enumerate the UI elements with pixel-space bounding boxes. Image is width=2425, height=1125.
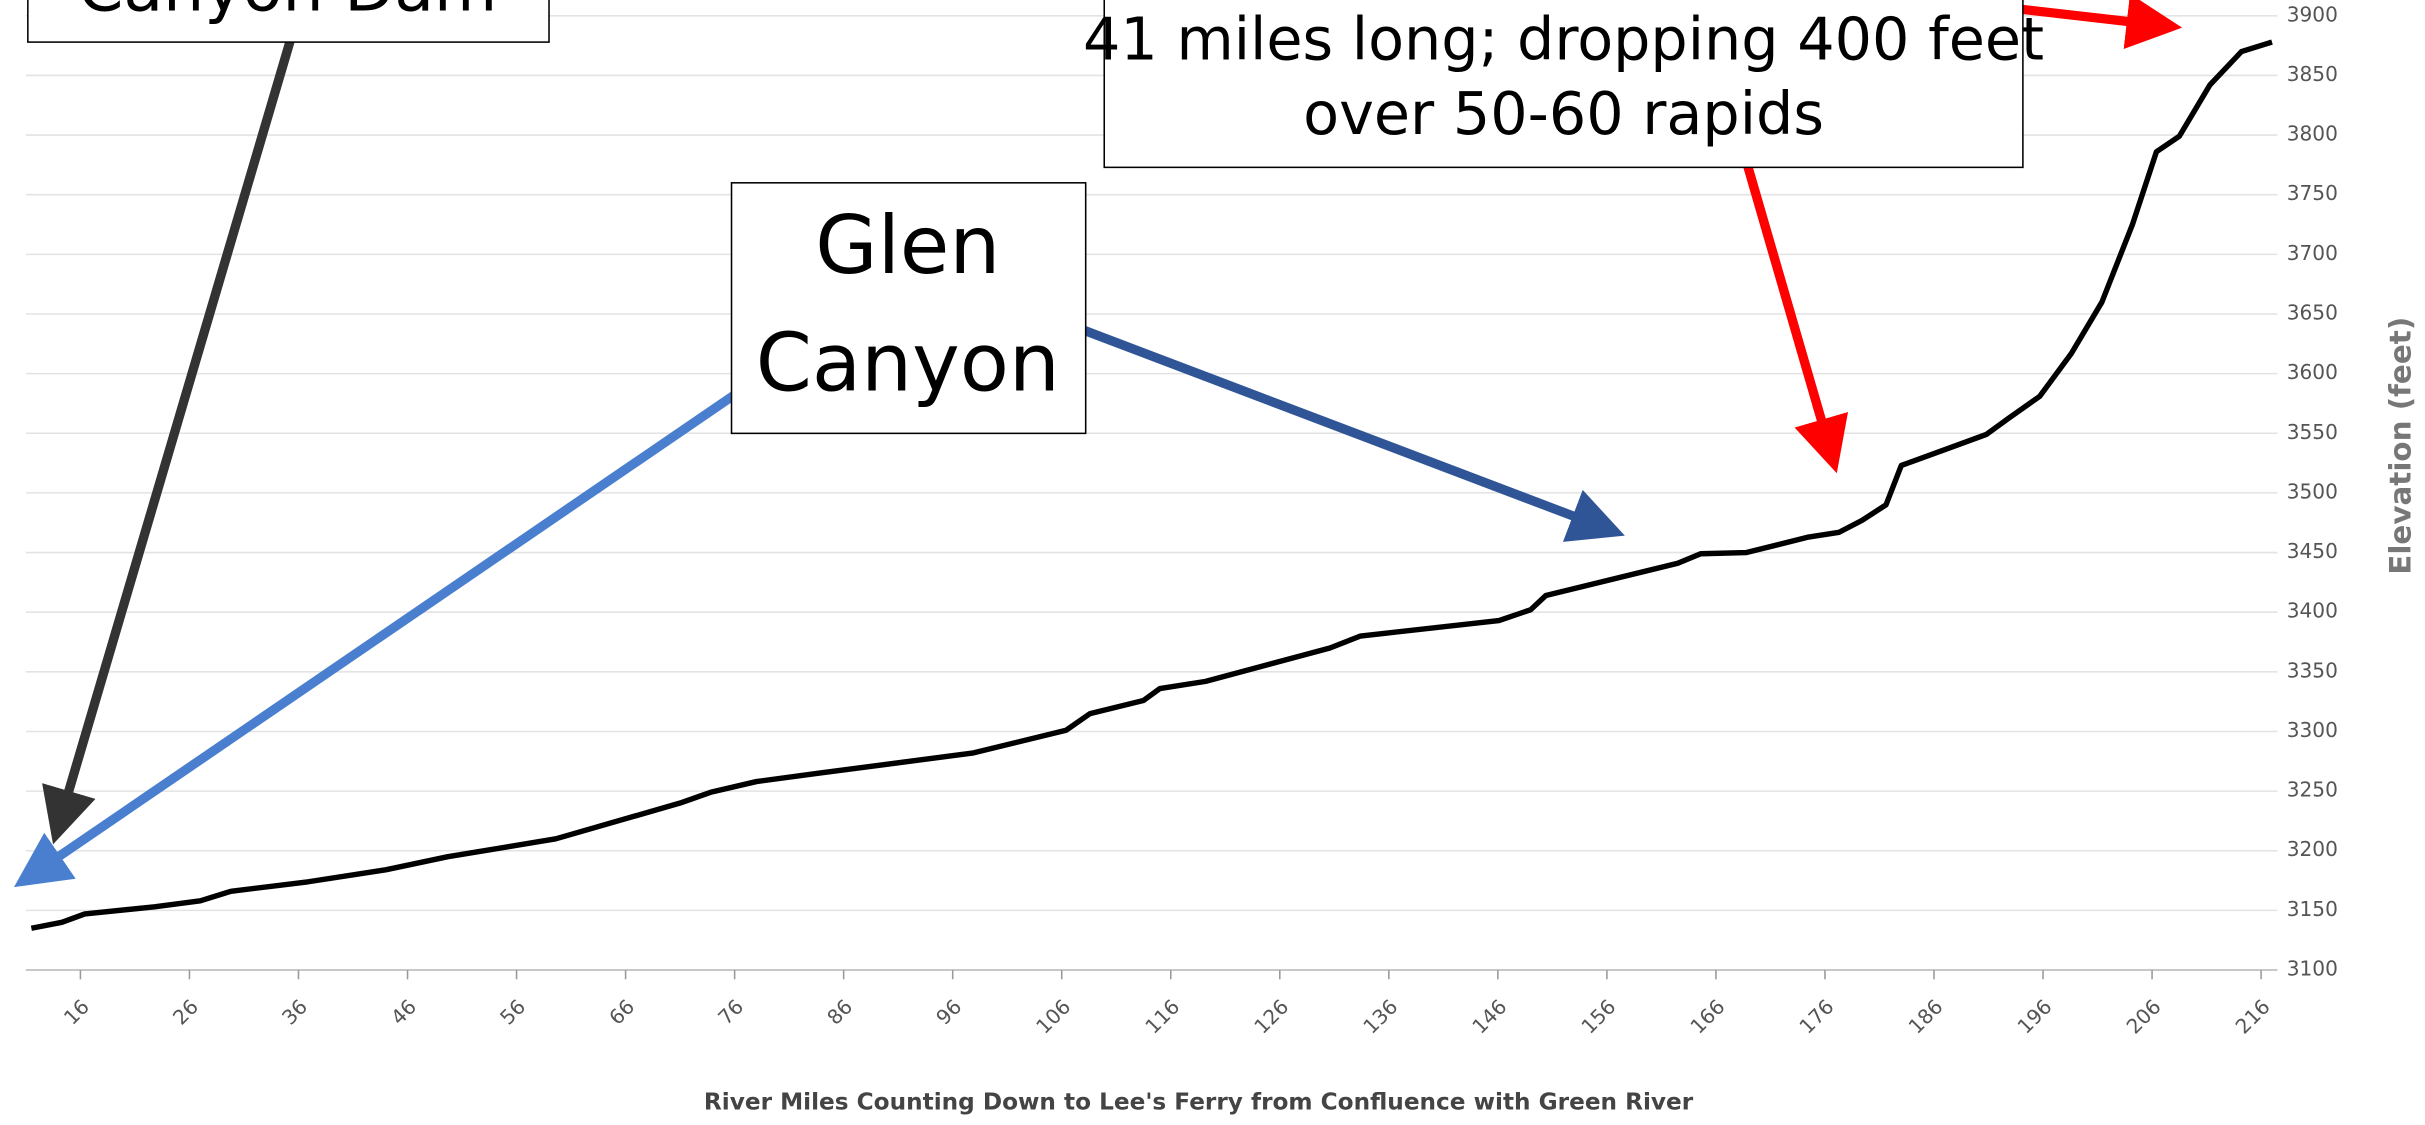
annotation: Glen	[815, 198, 1000, 292]
x-tick-label: 196	[2013, 994, 2057, 1038]
x-tick-label: 126	[1249, 994, 1293, 1038]
y-tick-label: 3100	[2287, 957, 2338, 981]
y-tick-label: 3400	[2287, 599, 2338, 623]
x-tick-label: 206	[2122, 994, 2166, 1038]
arrow	[1080, 325, 1625, 542]
y-tick-label: 3250	[2287, 778, 2338, 802]
y-tick-label: 3900	[2287, 2, 2338, 26]
x-tick-label: 26	[168, 994, 203, 1029]
x-tick-label: 96	[931, 994, 966, 1029]
x-tick-label: 166	[1685, 994, 1729, 1038]
arrow	[1740, 153, 1849, 474]
x-axis-label: River Miles Counting Down to Lee's Ferry…	[704, 1089, 1694, 1116]
arrow	[42, 37, 296, 845]
annotation: Canyon	[756, 315, 1060, 409]
y-tick-label: 3350	[2287, 658, 2338, 682]
y-tick-label: 3200	[2287, 837, 2338, 861]
x-tick-label: 56	[495, 994, 530, 1029]
y-tick-label: 3450	[2287, 539, 2338, 563]
y-tick-label: 3650	[2287, 300, 2338, 324]
x-tick-label: 16	[59, 994, 94, 1029]
x-tick-label: 186	[1904, 994, 1948, 1038]
annotation-box	[27, 0, 550, 43]
x-tick-label: 216	[2231, 994, 2275, 1038]
annotation: Canyon Dam	[78, 0, 497, 27]
annotation: 41 miles long; dropping 400 feet	[1083, 5, 2044, 74]
arrow	[2009, 0, 2183, 50]
x-tick-label: 46	[386, 994, 421, 1029]
y-tick-label: 3300	[2287, 718, 2338, 742]
x-tick-label: 176	[1794, 994, 1838, 1038]
x-tick-label: 116	[1140, 994, 1184, 1038]
x-tick-label: 136	[1358, 994, 1402, 1038]
y-tick-label: 3850	[2287, 62, 2338, 86]
y-tick-label: 3500	[2287, 479, 2338, 503]
x-tick-label: 76	[713, 994, 748, 1029]
plot	[30, 39, 2273, 931]
x-tick-label: 86	[822, 994, 857, 1029]
y-tick-label: 3600	[2287, 360, 2338, 384]
x-tick-label: 36	[277, 994, 312, 1029]
data-line	[30, 39, 2273, 931]
arrow	[13, 387, 742, 888]
y-tick-label: 3550	[2287, 420, 2338, 444]
x-tick-label: 156	[1576, 994, 1620, 1038]
annotation-box	[730, 182, 1087, 435]
y-tick-label: 3700	[2287, 241, 2338, 265]
annotation-box	[1103, 0, 2024, 169]
y-axis-label: Elevation (feet)	[2383, 317, 2417, 575]
x-tick-label: 146	[1467, 994, 1511, 1038]
y-tick-label: 3800	[2287, 122, 2338, 146]
y-tick-label: 3150	[2287, 897, 2338, 921]
y-tick-label: 3750	[2287, 181, 2338, 205]
x-tick-label: 66	[604, 994, 639, 1029]
x-tick-label: 106	[1031, 994, 1075, 1038]
annotation: over 50-60 rapids	[1303, 79, 1824, 148]
